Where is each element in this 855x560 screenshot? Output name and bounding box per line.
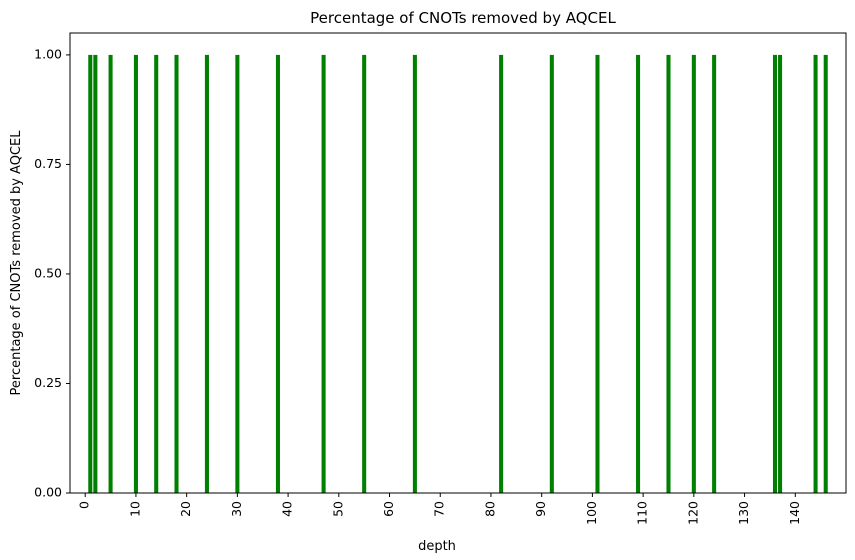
- bar-55: [362, 54, 367, 494]
- bar-38: [275, 54, 280, 494]
- x-tick-label-0: 0: [77, 501, 92, 509]
- bar-14: [154, 54, 159, 494]
- x-tick-label-90: 90: [533, 501, 548, 517]
- bar-101: [595, 54, 600, 494]
- y-axis-ticks: 0.00 0.25 0.50 0.75 1.00: [34, 46, 70, 500]
- bar-115: [666, 54, 671, 494]
- y-tick-label-4: 1.00: [34, 46, 62, 61]
- bar-65: [412, 54, 417, 494]
- x-tick-label-120: 120: [685, 501, 700, 525]
- bar-5: [108, 54, 113, 494]
- x-axis-ticks: 0 10 20 30 40 50 60 70 80 90 100 110 120 130 140: [77, 493, 802, 525]
- bar-136: [772, 54, 778, 494]
- x-tick-label-20: 20: [178, 501, 193, 517]
- bar-146: [823, 54, 828, 494]
- x-tick-label-70: 70: [432, 501, 447, 517]
- bar-47: [321, 54, 326, 494]
- bar-24: [204, 54, 209, 494]
- bars-group: [88, 54, 828, 494]
- bar-82: [499, 54, 504, 494]
- y-axis-label: Percentage of CNOTs removed by AQCEL: [9, 130, 24, 396]
- bar-2: [93, 54, 98, 494]
- x-tick-label-100: 100: [584, 501, 599, 525]
- y-tick-label-2: 0.50: [34, 265, 62, 280]
- bar-30: [235, 54, 240, 494]
- x-tick-label-130: 130: [736, 501, 751, 525]
- x-tick-label-40: 40: [280, 501, 295, 517]
- y-tick-label-3: 0.75: [34, 156, 62, 171]
- bar-18: [174, 54, 179, 494]
- x-tick-label-30: 30: [229, 501, 244, 517]
- x-tick-label-50: 50: [330, 501, 345, 517]
- x-tick-label-60: 60: [381, 501, 396, 517]
- bar-144: [813, 54, 818, 494]
- chart-title: Percentage of CNOTs removed by AQCEL: [310, 9, 616, 27]
- y-tick-label-1: 0.25: [34, 375, 62, 390]
- x-tick-label-10: 10: [127, 501, 142, 517]
- bar-1: [88, 54, 93, 494]
- bar-109: [636, 54, 641, 494]
- bar-120: [691, 54, 696, 494]
- bar-137: [778, 54, 783, 494]
- bar-124: [712, 54, 717, 494]
- x-axis-label: depth: [418, 539, 456, 554]
- plot-frame: [69, 32, 847, 494]
- y-tick-label-0: 0.00: [34, 485, 62, 500]
- x-tick-label-80: 80: [482, 501, 497, 517]
- bar-10: [133, 54, 138, 494]
- x-tick-label-140: 140: [787, 501, 802, 525]
- bar-92: [549, 54, 554, 494]
- x-tick-label-110: 110: [635, 501, 650, 525]
